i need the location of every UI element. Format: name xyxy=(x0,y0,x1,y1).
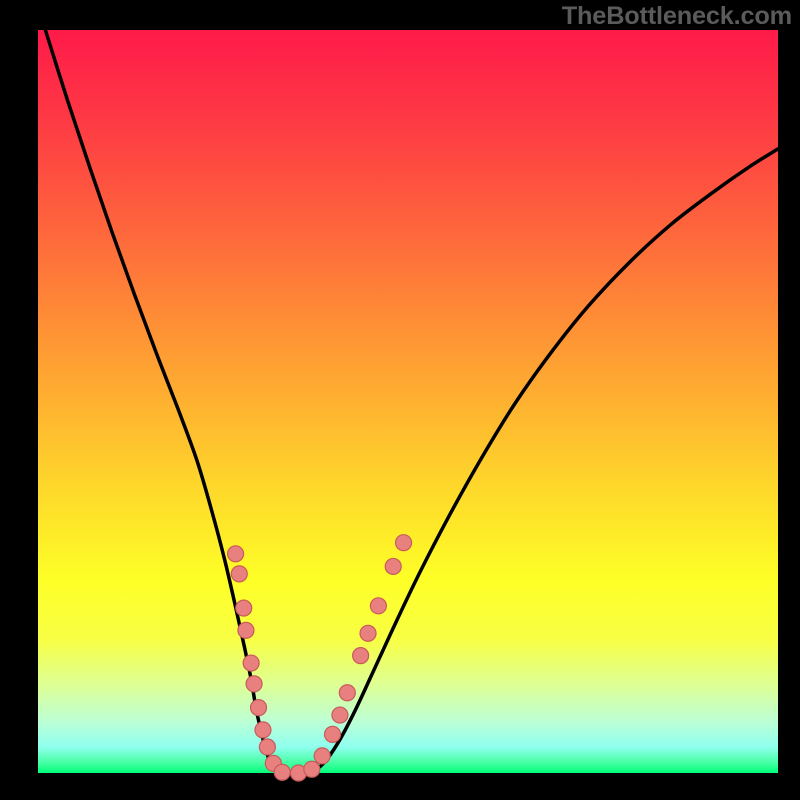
data-marker xyxy=(339,685,355,701)
data-marker xyxy=(231,566,247,582)
data-marker xyxy=(246,676,262,692)
data-marker xyxy=(314,748,330,764)
chart-container: TheBottleneck.com xyxy=(0,0,800,800)
data-marker xyxy=(228,546,244,562)
data-marker xyxy=(243,655,259,671)
data-marker xyxy=(385,558,401,574)
data-marker xyxy=(251,700,267,716)
data-marker xyxy=(255,722,271,738)
data-marker xyxy=(236,600,252,616)
data-marker xyxy=(332,707,348,723)
bottleneck-curve xyxy=(45,30,778,773)
data-marker xyxy=(238,622,254,638)
data-marker xyxy=(353,648,369,664)
data-marker xyxy=(396,535,412,551)
watermark-text: TheBottleneck.com xyxy=(562,2,792,31)
chart-svg xyxy=(0,0,800,800)
data-marker xyxy=(325,726,341,742)
data-marker xyxy=(304,761,320,777)
data-marker xyxy=(370,598,386,614)
data-marker xyxy=(274,764,290,780)
marker-group xyxy=(228,535,412,781)
data-marker xyxy=(259,739,275,755)
data-marker xyxy=(360,625,376,641)
